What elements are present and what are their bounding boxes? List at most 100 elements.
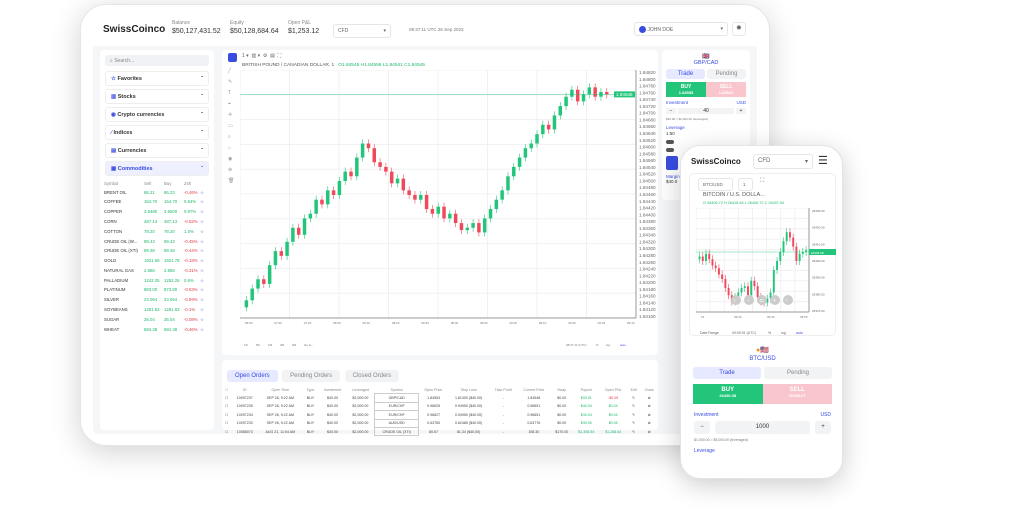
star-icon[interactable]: ☆ bbox=[200, 326, 204, 332]
tab-closed-orders[interactable]: Closed Orders bbox=[344, 370, 400, 382]
commodity-row[interactable]: CRUDE OIL (XTI) 89.38 89.48 -0.44% ☆ bbox=[100, 246, 214, 256]
close-icon[interactable]: ⊗ bbox=[647, 429, 651, 434]
phone-chart-footer[interactable]: Date Range bbox=[700, 331, 719, 335]
chart-footer-control[interactable]: log bbox=[606, 343, 610, 347]
range-button[interactable]: Go to... bbox=[304, 343, 314, 347]
sidebar-section-currencies[interactable]: ▤ Currencies ˇ bbox=[105, 143, 209, 158]
edit-icon[interactable]: ✎ bbox=[632, 396, 636, 401]
commodity-row[interactable]: PLATINUM 883.00 873.80 -0.63% ☆ bbox=[100, 286, 214, 296]
sidebar-section-indices[interactable]: ∕ Indices ˇ bbox=[105, 125, 209, 140]
commodity-row[interactable]: WHEAT 584.38 584.38 -0.46% ☆ bbox=[100, 325, 214, 335]
chart-footer-control[interactable]: 08:37:11 (UTC) bbox=[566, 343, 586, 347]
commodity-row[interactable]: COFFEE 154.70 154.70 0.64% ☆ bbox=[100, 198, 214, 208]
add-indicator-button[interactable] bbox=[228, 53, 237, 62]
chart-footer-control[interactable]: auto bbox=[620, 343, 626, 347]
close-icon[interactable]: ⊗ bbox=[647, 404, 651, 409]
phone-chart-footer[interactable]: % bbox=[768, 331, 771, 335]
tab-pending[interactable]: Pending bbox=[707, 69, 746, 79]
star-icon[interactable]: ☆ bbox=[200, 297, 204, 303]
star-icon[interactable]: ☆ bbox=[200, 248, 204, 254]
select-all-checkbox[interactable]: ☐ bbox=[225, 387, 229, 392]
phone-sell-button[interactable]: SELL 26380.07 bbox=[762, 384, 832, 404]
star-icon[interactable]: ☆ bbox=[200, 209, 204, 215]
edit-icon[interactable]: ✎ bbox=[632, 429, 636, 434]
decrease-button[interactable]: − bbox=[666, 108, 676, 114]
chart-nav-button[interactable] bbox=[783, 295, 793, 305]
edit-icon[interactable]: ✎ bbox=[632, 421, 636, 426]
menu-icon[interactable]: ☰ bbox=[818, 155, 828, 167]
investment-input[interactable]: 40 bbox=[678, 108, 734, 114]
commodity-row[interactable]: SILVER 23.064 23.064 -0.59% ☆ bbox=[100, 295, 214, 305]
commodity-row[interactable]: SUGAR 26.04 26.04 -0.08% ☆ bbox=[100, 315, 214, 325]
phone-decrease-button[interactable]: − bbox=[694, 421, 710, 434]
phone-tab-trade[interactable]: Trade bbox=[693, 367, 761, 379]
account-type-select[interactable]: CFD ▾ bbox=[333, 24, 391, 38]
phone-increase-button[interactable]: + bbox=[815, 421, 831, 434]
edit-icon[interactable]: ✎ bbox=[632, 404, 636, 409]
star-icon[interactable]: ☆ bbox=[200, 287, 204, 293]
row-checkbox[interactable]: ☐ bbox=[225, 396, 229, 401]
phone-account-select[interactable]: CFD ▾ bbox=[753, 154, 813, 169]
star-icon[interactable]: ☆ bbox=[200, 307, 204, 313]
chart-nav-button[interactable] bbox=[731, 295, 741, 305]
sidebar-section-commodities[interactable]: ▦ Commodities ˆ bbox=[105, 161, 209, 176]
phone-interval-select[interactable]: 1 bbox=[738, 178, 753, 191]
phone-buy-button[interactable]: BUY 26430.08 bbox=[693, 384, 763, 404]
range-button[interactable]: 1M bbox=[268, 343, 273, 347]
search-input[interactable]: ⌕ Search... bbox=[105, 55, 209, 66]
increase-button[interactable]: + bbox=[736, 108, 746, 114]
buy-button[interactable]: BUY 1.84555 bbox=[666, 82, 706, 97]
phone-chart-footer[interactable]: 09:09:01 (UTC) bbox=[732, 331, 756, 335]
star-icon[interactable]: ☆ bbox=[200, 219, 204, 225]
range-button[interactable]: 3M bbox=[280, 343, 285, 347]
chart-nav-button[interactable] bbox=[757, 295, 767, 305]
fullscreen-icon[interactable]: ⛶ bbox=[760, 178, 765, 184]
commodity-row[interactable]: COPPER 3.6480 3.6500 0.97% ☆ bbox=[100, 207, 214, 217]
close-icon[interactable]: ⊗ bbox=[647, 396, 651, 401]
sidebar-section-stocks[interactable]: ▥ Stocks ˇ bbox=[105, 89, 209, 104]
phone-investment-input[interactable]: 1000 bbox=[715, 421, 810, 434]
star-icon[interactable]: ☆ bbox=[200, 199, 204, 205]
star-icon[interactable]: ☆ bbox=[200, 189, 204, 195]
order-row[interactable]: ☐ 10085073 AUG 21, 11:04 AM BUY $40.00 $2,000… bbox=[222, 426, 658, 437]
star-icon[interactable]: ☆ bbox=[200, 228, 204, 234]
commodity-row[interactable]: NATURAL GAS 2.856 2.856 -0.31% ☆ bbox=[100, 266, 214, 276]
commodity-row[interactable]: CRUDE OIL (W... 89.43 89.43 -0.45% ☆ bbox=[100, 237, 214, 247]
sell-button[interactable]: SELL 1.84541 bbox=[706, 82, 746, 97]
toggle-take-profit[interactable] bbox=[666, 148, 674, 152]
commodity-row[interactable]: CORN 487.13 487.13 -0.52% ☆ bbox=[100, 217, 214, 227]
order-row[interactable]: ☐ 10097235 SEP 26, 9:22 AM BUY $40.00 $2,000.… bbox=[222, 401, 658, 412]
commodity-row[interactable]: COTTON 78.20 78.20 1.0% ☆ bbox=[100, 227, 214, 237]
order-row[interactable]: ☐ 10097237 SEP 26, 9:22 AM BUY $40.00 $2,000.… bbox=[222, 393, 658, 403]
star-icon[interactable]: ☆ bbox=[200, 316, 204, 322]
star-icon[interactable]: ☆ bbox=[200, 277, 204, 283]
phone-chart-footer[interactable]: auto bbox=[796, 331, 803, 335]
star-icon[interactable]: ☆ bbox=[200, 267, 204, 273]
row-checkbox[interactable]: ☐ bbox=[225, 429, 229, 434]
commodity-row[interactable]: PALLADIUM 1242.25 1252.25 0.6% ☆ bbox=[100, 276, 214, 286]
range-button[interactable]: 6M bbox=[292, 343, 297, 347]
range-button[interactable]: 5D bbox=[256, 343, 261, 347]
leverage-value[interactable]: 1:50 bbox=[666, 131, 675, 136]
theme-toggle-icon[interactable]: ✹ bbox=[732, 22, 746, 36]
order-row[interactable]: ☐ 10097234 SEP 26, 9:22 AM BUY $40.00 $2,000.… bbox=[222, 410, 658, 420]
chart-toolbar[interactable]: 1 ▾ ▥ ▾ ⚙ ▤ ⛶ bbox=[242, 53, 282, 59]
sidebar-section-crypto-currencies[interactable]: ◉ Crypto currencies ˇ bbox=[105, 107, 209, 122]
place-order-button[interactable] bbox=[666, 156, 678, 170]
tab-trade[interactable]: Trade bbox=[666, 69, 705, 79]
chart-footer-control[interactable]: % bbox=[596, 343, 599, 347]
tab-open-orders[interactable]: Open Orders bbox=[227, 370, 278, 382]
phone-symbol-select[interactable]: BTC/USD bbox=[698, 178, 733, 191]
chart-nav-button[interactable] bbox=[744, 295, 754, 305]
commodity-row[interactable]: BRENT OIL 86.21 86.23 -0.46% ☆ bbox=[100, 188, 214, 198]
sidebar-section-favorites[interactable]: ☆ Favorites ˇ bbox=[105, 71, 209, 86]
edit-icon[interactable]: ✎ bbox=[632, 412, 636, 417]
drawing-tools[interactable]: ╱ ✎ T ⌖ ✛ ▭ ⌕ ⌂ ◉ ⊕ 🗑 bbox=[228, 68, 235, 184]
commodity-row[interactable]: SOYBEANS 1281.63 1281.63 -0.1% ☆ bbox=[100, 305, 214, 315]
row-checkbox[interactable]: ☐ bbox=[225, 412, 229, 417]
star-icon[interactable]: ☆ bbox=[200, 238, 204, 244]
user-menu[interactable]: JOHN DOE ▾ bbox=[634, 22, 728, 36]
phone-tab-pending[interactable]: Pending bbox=[764, 367, 832, 379]
close-icon[interactable]: ⊗ bbox=[647, 412, 651, 417]
